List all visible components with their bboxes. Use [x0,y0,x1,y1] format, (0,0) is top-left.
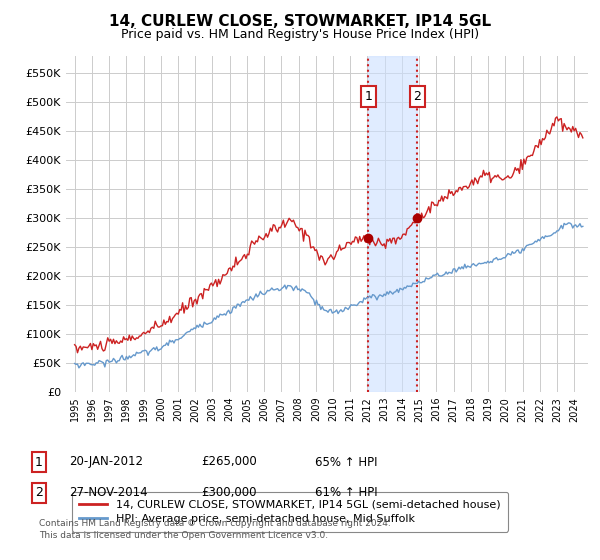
Legend: 14, CURLEW CLOSE, STOWMARKET, IP14 5GL (semi-detached house), HPI: Average price: 14, CURLEW CLOSE, STOWMARKET, IP14 5GL (… [71,492,508,531]
Text: 2: 2 [35,486,43,500]
Text: 1: 1 [364,90,372,103]
Text: 61% ↑ HPI: 61% ↑ HPI [315,486,377,500]
Bar [368,56,418,392]
Text: 27-NOV-2014: 27-NOV-2014 [69,486,148,500]
Text: 20-JAN-2012: 20-JAN-2012 [69,455,143,469]
Text: Contains HM Land Registry data © Crown copyright and database right 2024.
This d: Contains HM Land Registry data © Crown c… [39,519,391,540]
Text: 65% ↑ HPI: 65% ↑ HPI [315,455,377,469]
Text: 2: 2 [413,90,421,103]
Text: £300,000: £300,000 [201,486,257,500]
Text: 14, CURLEW CLOSE, STOWMARKET, IP14 5GL: 14, CURLEW CLOSE, STOWMARKET, IP14 5GL [109,14,491,29]
Text: 1: 1 [35,455,43,469]
Text: Price paid vs. HM Land Registry's House Price Index (HPI): Price paid vs. HM Land Registry's House … [121,28,479,41]
Text: £265,000: £265,000 [201,455,257,469]
